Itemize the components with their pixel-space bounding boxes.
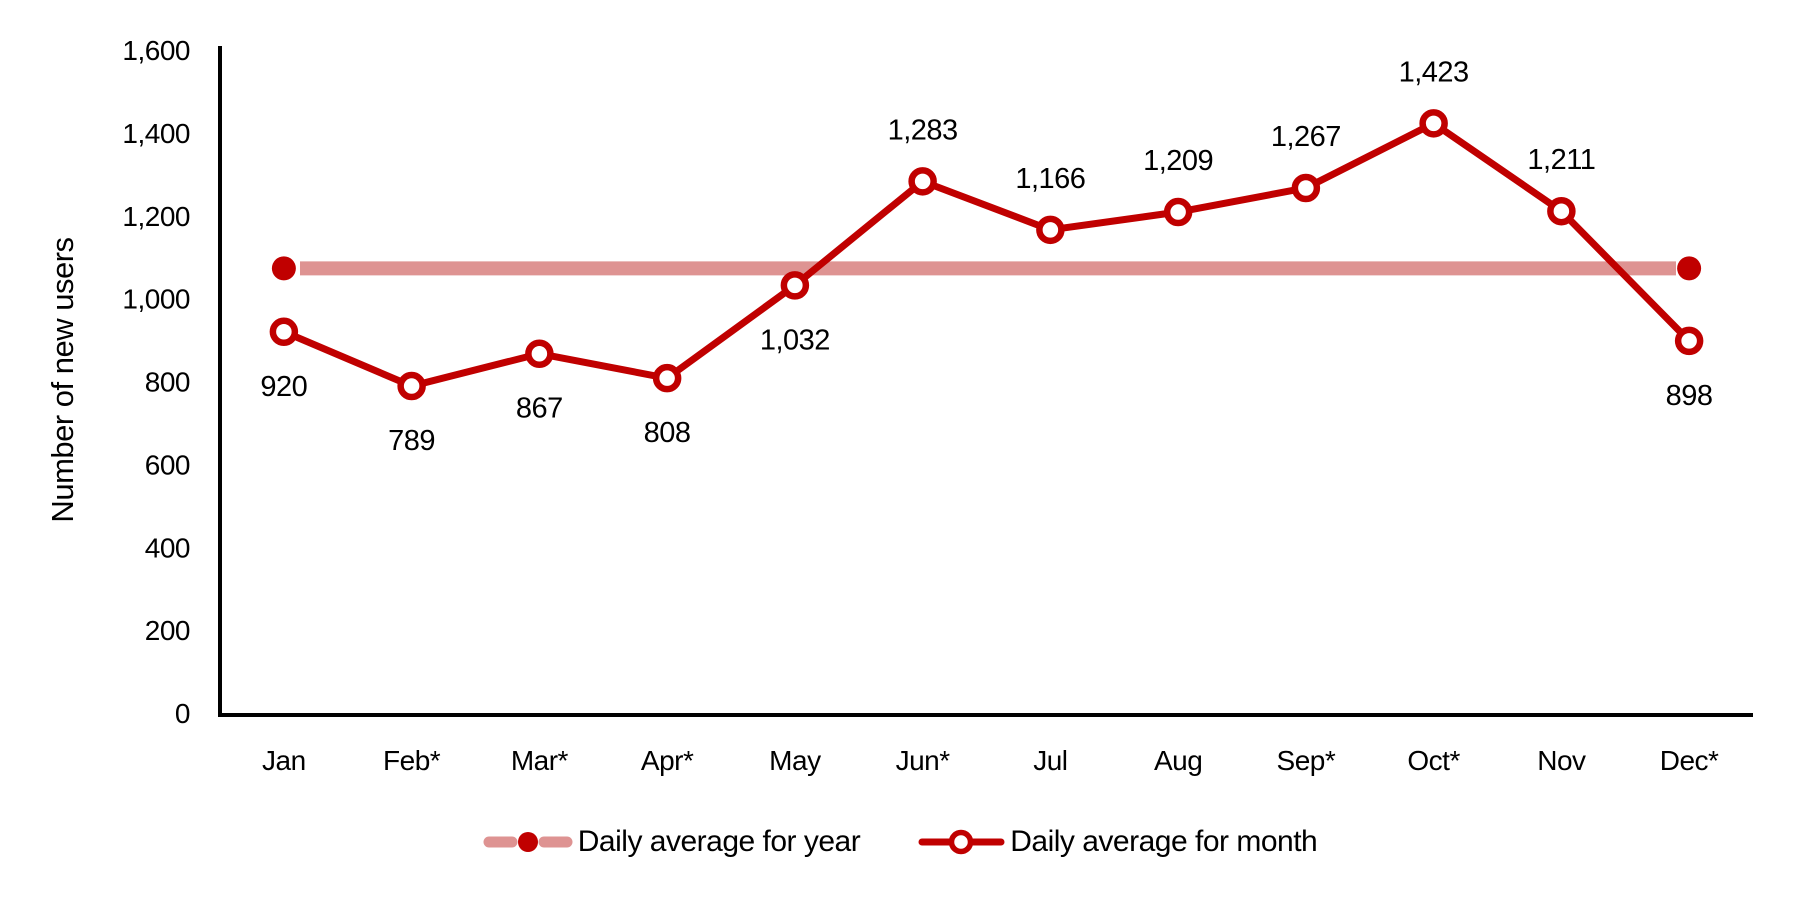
data-label: 898 — [1666, 380, 1713, 412]
data-point-marker — [780, 271, 810, 300]
legend-label-year: Daily average for year — [577, 825, 861, 858]
data-label: 1,283 — [888, 114, 958, 146]
data-label: 920 — [260, 371, 307, 403]
x-category-label: Jan — [262, 745, 306, 776]
x-category-label: Jul — [1033, 745, 1067, 776]
chart-legend: Daily average for year Daily average for… — [0, 825, 1800, 859]
y-tick-label: 600 — [145, 449, 190, 480]
x-category-label: Sep* — [1277, 745, 1336, 776]
x-category-label: Aug — [1154, 745, 1202, 776]
x-category-label: May — [769, 745, 821, 776]
legend-item-daily-average-year: Daily average for year — [483, 825, 861, 859]
y-tick-label: 200 — [145, 615, 190, 646]
data-label: 808 — [644, 417, 691, 449]
y-tick-label: 0 — [175, 698, 190, 729]
y-tick-label: 1,400 — [122, 118, 190, 149]
data-point-marker — [397, 371, 426, 401]
data-label: 789 — [388, 425, 435, 457]
y-tick-label: 800 — [145, 367, 190, 398]
data-point-marker — [525, 339, 554, 368]
y-tick-label: 1,200 — [122, 201, 190, 232]
data-point-marker — [1674, 326, 1704, 356]
average-endpoint-start — [271, 256, 296, 281]
data-point-marker — [1291, 173, 1321, 203]
legend-item-daily-average-month: Daily average for month — [918, 825, 1318, 859]
average-endpoint-end — [1677, 256, 1702, 281]
data-label: 1,209 — [1143, 145, 1213, 177]
data-label: 1,423 — [1399, 56, 1469, 88]
x-category-label: Feb* — [383, 745, 441, 776]
x-category-label: Nov — [1537, 745, 1586, 776]
y-tick-label: 1,000 — [122, 284, 190, 315]
data-point-marker — [652, 363, 682, 393]
data-label: 1,166 — [1015, 163, 1085, 195]
y-tick-label: 400 — [145, 532, 190, 563]
data-point-marker — [908, 167, 937, 196]
legend-marker-year-icon — [483, 832, 573, 852]
series-line-monthly — [280, 119, 1693, 390]
data-label: 1,267 — [1271, 121, 1341, 153]
data-label: 1,032 — [760, 324, 830, 356]
data-point-marker — [1547, 196, 1576, 226]
data-point-marker — [269, 317, 299, 347]
legend-label-month: Daily average for month — [1010, 825, 1318, 858]
data-label: 867 — [516, 393, 563, 425]
x-category-label: Apr* — [641, 745, 694, 776]
x-category-label: Dec* — [1660, 745, 1719, 776]
x-category-label: Mar* — [511, 745, 569, 776]
x-category-label: Oct* — [1407, 745, 1460, 776]
y-tick-label: 1,600 — [122, 35, 190, 66]
data-point-marker — [1419, 109, 1448, 138]
x-category-label: Jun* — [896, 745, 951, 776]
legend-marker-month-icon — [918, 829, 1005, 855]
data-label: 1,211 — [1527, 144, 1595, 176]
data-point-marker — [1163, 197, 1193, 227]
data-point-marker — [1036, 215, 1065, 245]
